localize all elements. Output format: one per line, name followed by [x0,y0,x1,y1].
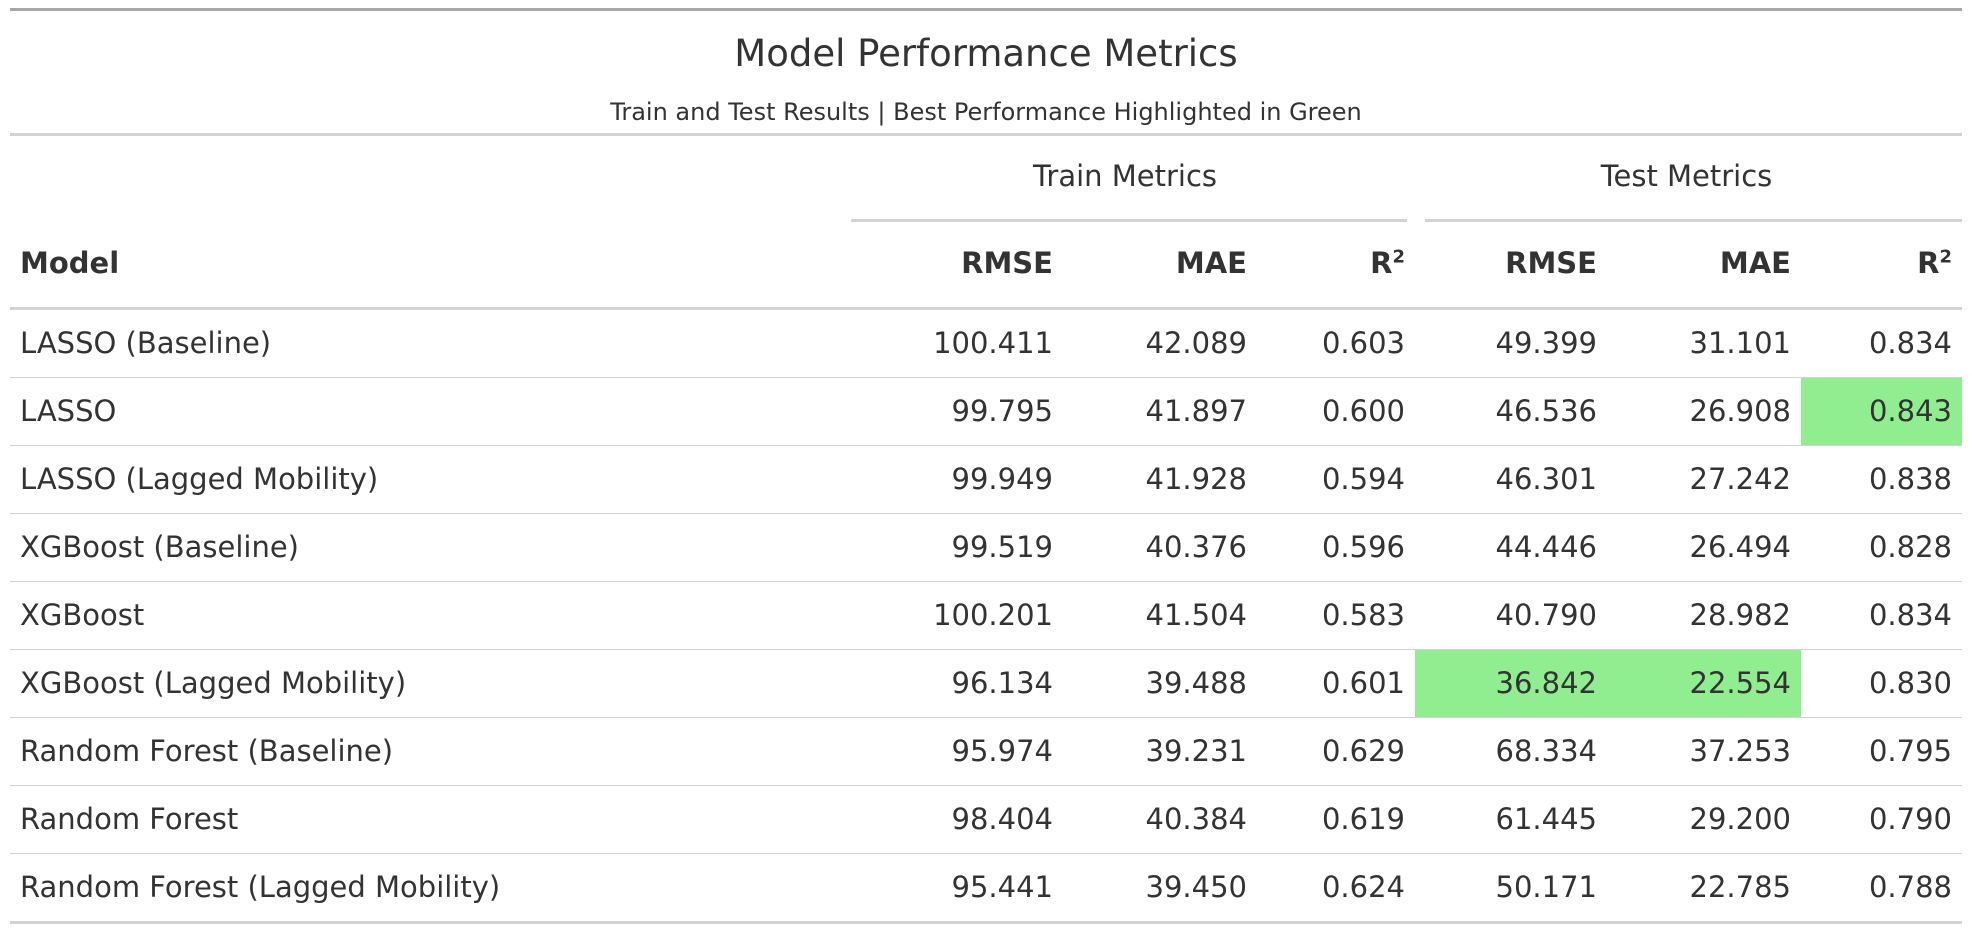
model-name-cell: Random Forest (Baseline) [20,734,394,768]
metric-cell-train-rmse: 95.441 [951,870,1053,904]
metric-cell-train-rmse: 100.411 [933,326,1053,360]
spanner-train-metrics: Train Metrics [1032,159,1218,193]
column-header-model: Model [20,246,120,280]
metric-cell-train-mae: 41.504 [1145,598,1247,632]
row-separator [10,513,1962,514]
table-row: XGBoost 100.201 41.504 0.583 40.790 28.982 0.8… [10,582,1962,650]
model-name-cell: XGBoost (Baseline) [20,530,299,564]
table-row: LASSO 99.795 41.897 0.600 46.536 26.908 0.843 [10,378,1962,446]
metric-cell-train-r2: 0.600 [1321,394,1405,428]
metric-cell-test-rmse: 68.334 [1495,734,1597,768]
row-separator [10,649,1962,650]
header-divider [10,133,1962,136]
table-row: LASSO (Baseline) 100.411 42.089 0.603 49.399… [10,310,1962,378]
metric-cell-train-mae: 39.450 [1145,870,1247,904]
metric-cell-train-mae: 42.089 [1145,326,1247,360]
table-row: Random Forest (Lagged Mobility) 95.441 39.… [10,854,1962,922]
model-name-cell: XGBoost [20,598,145,632]
metric-cell-test-rmse: 36.842 [1415,650,1607,717]
metric-cell-test-mae: 26.908 [1689,394,1791,428]
metric-cell-test-rmse: 40.790 [1495,598,1597,632]
metric-cell-test-rmse: 46.301 [1495,462,1597,496]
metric-cell-train-mae: 39.231 [1145,734,1247,768]
metric-cell-train-mae: 41.897 [1145,394,1247,428]
column-header-test-mae: MAE [1719,246,1791,280]
row-separator [10,717,1962,718]
bottom-border [10,921,1962,924]
metric-cell-train-mae: 40.384 [1145,802,1247,836]
spanner-test-rule [1425,219,1962,222]
metric-cell-test-r2: 0.788 [1868,870,1952,904]
model-name-cell: LASSO (Lagged Mobility) [20,462,379,496]
column-header-divider [10,307,1962,310]
metric-cell-test-r2: 0.838 [1868,462,1952,496]
column-header-train-r2: R2 [1370,246,1405,280]
model-name-cell: Random Forest [20,802,239,836]
column-header-test-r2: R2 [1917,246,1952,280]
metric-cell-test-r2: 0.830 [1868,666,1952,700]
metric-cell-test-mae: 26.494 [1689,530,1791,564]
metric-cell-test-r2: 0.790 [1868,802,1952,836]
metric-cell-train-r2: 0.603 [1321,326,1405,360]
metric-cell-test-r2: 0.843 [1801,378,1962,445]
metric-cell-test-rmse: 61.445 [1495,802,1597,836]
table-row: XGBoost (Lagged Mobility) 96.134 39.488 0.6… [10,650,1962,718]
row-separator [10,853,1962,854]
model-name-cell: XGBoost (Lagged Mobility) [20,666,407,700]
metric-cell-train-mae: 41.928 [1145,462,1247,496]
metric-cell-train-r2: 0.594 [1321,462,1405,496]
metric-cell-train-rmse: 99.519 [951,530,1053,564]
top-border [10,8,1962,11]
metric-cell-train-r2: 0.624 [1321,870,1405,904]
metric-cell-train-rmse: 99.795 [951,394,1053,428]
metric-cell-train-rmse: 100.201 [933,598,1053,632]
metric-cell-train-r2: 0.596 [1321,530,1405,564]
metric-cell-train-rmse: 98.404 [951,802,1053,836]
table-row: Random Forest (Baseline) 95.974 39.231 0.62… [10,718,1962,786]
row-separator [10,581,1962,582]
spanner-test-metrics: Test Metrics [1600,159,1773,193]
metric-cell-test-r2: 0.795 [1868,734,1952,768]
row-separator [10,785,1962,786]
metric-cell-test-mae: 22.554 [1607,650,1801,717]
table-row: Random Forest 98.404 40.384 0.619 61.445 29.2… [10,786,1962,854]
metric-cell-test-rmse: 46.536 [1495,394,1597,428]
table-row: LASSO (Lagged Mobility) 99.949 41.928 0.594… [10,446,1962,514]
metric-cell-train-rmse: 99.949 [951,462,1053,496]
model-name-cell: Random Forest (Lagged Mobility) [20,870,501,904]
model-name-cell: LASSO [20,394,117,428]
metric-cell-test-r2: 0.834 [1868,326,1952,360]
row-separator [10,377,1962,378]
metric-cell-test-rmse: 44.446 [1495,530,1597,564]
metric-cell-test-r2: 0.834 [1868,598,1952,632]
spanner-train-rule [851,219,1407,222]
metric-cell-test-mae: 28.982 [1689,598,1791,632]
metric-cell-test-mae: 27.242 [1689,462,1791,496]
metric-cell-train-rmse: 95.974 [951,734,1053,768]
model-name-cell: LASSO (Baseline) [20,326,272,360]
metric-cell-test-rmse: 50.171 [1495,870,1597,904]
column-header-test-rmse: RMSE [1505,246,1597,280]
metric-cell-train-r2: 0.619 [1321,802,1405,836]
row-separator [10,445,1962,446]
table-title: Model Performance Metrics [734,32,1238,75]
metric-cell-test-mae: 31.101 [1689,326,1791,360]
metric-cell-train-mae: 39.488 [1145,666,1247,700]
metric-cell-train-r2: 0.629 [1321,734,1405,768]
metric-cell-train-mae: 40.376 [1145,530,1247,564]
metric-cell-train-r2: 0.583 [1321,598,1405,632]
table-row: XGBoost (Baseline) 99.519 40.376 0.596 44.44… [10,514,1962,582]
metric-cell-train-rmse: 96.134 [951,666,1053,700]
metric-cell-test-mae: 22.785 [1689,870,1791,904]
metric-cell-train-r2: 0.601 [1321,666,1405,700]
column-header-train-rmse: RMSE [961,246,1053,280]
metric-cell-test-mae: 29.200 [1689,802,1791,836]
column-header-train-mae: MAE [1175,246,1247,280]
metric-cell-test-r2: 0.828 [1868,530,1952,564]
table-subtitle: Train and Test Results | Best Performanc… [610,98,1362,126]
metric-cell-test-mae: 37.253 [1689,734,1791,768]
metric-cell-test-rmse: 49.399 [1495,326,1597,360]
